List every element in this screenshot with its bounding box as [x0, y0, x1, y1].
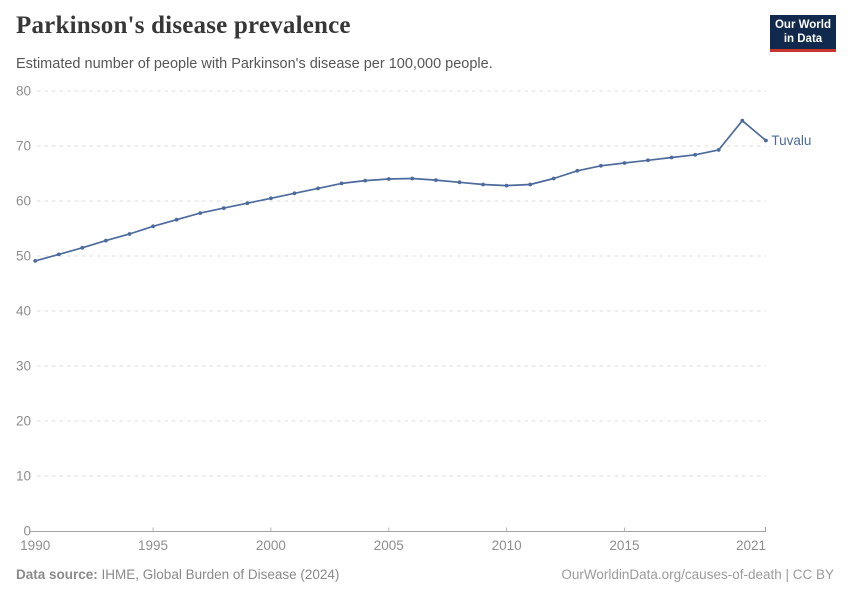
y-tick-label-60: 60 — [16, 194, 31, 209]
data-point-2008 — [457, 180, 462, 185]
data-point-2003 — [339, 181, 344, 186]
data-point-1992 — [80, 245, 85, 250]
y-tick-label-40: 40 — [16, 304, 31, 319]
data-point-2018 — [693, 152, 698, 157]
data-point-2021 — [764, 138, 768, 143]
data-point-1995 — [151, 224, 156, 229]
x-tick-label-2000: 2000 — [256, 538, 286, 553]
series-end-label: Tuvalu — [771, 133, 811, 148]
data-point-2009 — [481, 182, 485, 187]
data-point-2002 — [316, 186, 320, 191]
attribution-link[interactable]: OurWorldinData.org/causes-of-death | CC … — [561, 567, 834, 582]
x-tick-label-1995: 1995 — [138, 538, 168, 553]
data-point-1997 — [198, 211, 203, 216]
logo-line-2: in Data — [783, 32, 823, 45]
page-title: Parkinson's disease prevalence — [16, 12, 351, 39]
x-tick-label-2005: 2005 — [374, 538, 404, 553]
data-point-1991 — [56, 252, 61, 257]
data-point-2005 — [386, 177, 391, 181]
logo-line-1: Our World — [774, 19, 831, 31]
data-point-2019 — [716, 148, 721, 152]
data-point-1999 — [245, 201, 250, 206]
data-point-2011 — [528, 182, 533, 187]
data-point-2017 — [669, 155, 674, 160]
data-point-2004 — [363, 178, 368, 183]
data-point-1996 — [174, 217, 179, 222]
data-point-2001 — [292, 191, 297, 196]
y-tick-label-20: 20 — [16, 414, 31, 429]
data-point-1990 — [33, 259, 38, 263]
data-point-2015 — [622, 161, 627, 165]
x-tick-label-2021: 2021 — [736, 538, 766, 553]
chart-subtitle: Estimated number of people with Parkinso… — [16, 56, 493, 72]
line-series-tuvalu — [34, 119, 767, 262]
x-tick-label-2010: 2010 — [492, 538, 522, 553]
data-point-2007 — [434, 178, 438, 183]
data-point-2012 — [551, 176, 556, 181]
y-tick-label-70: 70 — [16, 139, 31, 154]
x-tick-label-1990: 1990 — [20, 538, 50, 553]
data-point-2013 — [575, 168, 580, 173]
y-tick-label-50: 50 — [16, 249, 31, 264]
data-point-2020 — [740, 118, 745, 123]
data-point-1994 — [127, 232, 132, 236]
data-point-2016 — [646, 158, 650, 163]
chart-footer: Data source: IHME, Global Burden of Dise… — [16, 567, 834, 582]
y-tick-label-30: 30 — [16, 359, 31, 374]
line-chart: 0 10 20 30 40 50 60 70 80 1990 1995 2000 2005 2010 201… — [16, 84, 811, 554]
x-tick-label-2015: 2015 — [609, 538, 639, 553]
y-tick-label-80: 80 — [16, 84, 31, 99]
y-tick-label-10: 10 — [16, 469, 31, 484]
owid-logo: Our World in Data — [770, 15, 836, 52]
data-source: Data source: IHME, Global Burden of Dise… — [16, 567, 339, 582]
data-source-label: Data source: — [16, 567, 98, 582]
data-point-1993 — [104, 238, 108, 243]
data-source-value: IHME, Global Burden of Disease (2024) — [101, 567, 340, 582]
data-point-2010 — [504, 183, 509, 188]
data-point-2014 — [599, 163, 603, 168]
data-point-1998 — [221, 206, 226, 211]
y-tick-label-0: 0 — [23, 524, 31, 539]
data-point-2000 — [269, 196, 273, 201]
data-point-2006 — [410, 176, 415, 181]
